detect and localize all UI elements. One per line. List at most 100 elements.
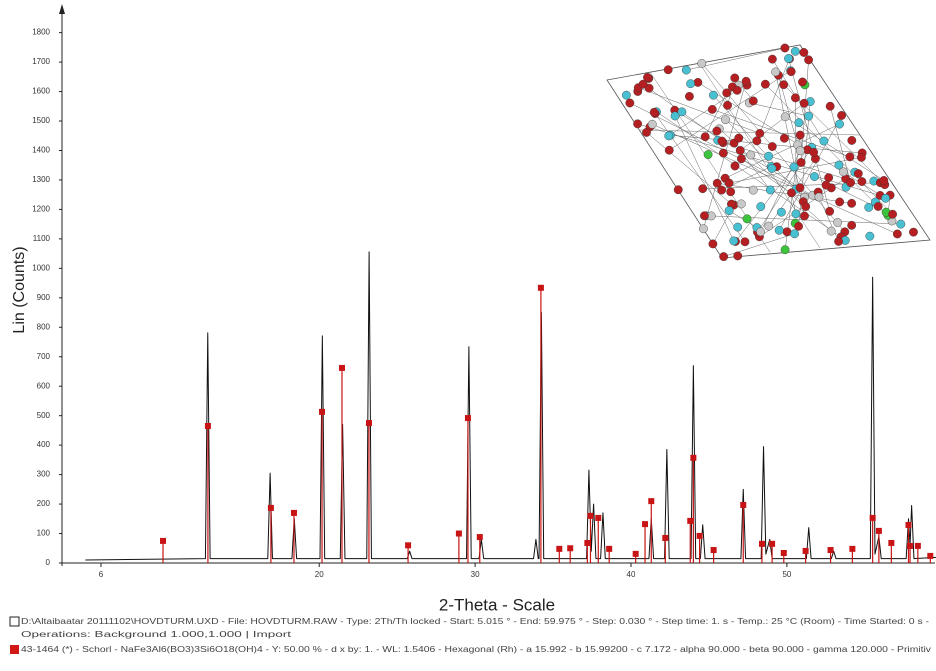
crystal-structure bbox=[607, 44, 930, 261]
atom bbox=[810, 172, 818, 180]
reference-marker bbox=[662, 535, 668, 541]
atom bbox=[726, 188, 734, 196]
pattern-line bbox=[85, 252, 936, 560]
y-tick-label: 900 bbox=[37, 293, 51, 302]
reference-marker bbox=[291, 510, 297, 516]
atom bbox=[742, 77, 750, 85]
y-tick-label: 500 bbox=[37, 411, 51, 420]
atom bbox=[731, 74, 739, 82]
atom bbox=[749, 186, 757, 194]
atom bbox=[764, 152, 772, 160]
x-axis-label: 2-Theta - Scale bbox=[439, 595, 555, 614]
reference-marker bbox=[642, 521, 648, 527]
reference-marker bbox=[366, 420, 372, 426]
y-tick-label: 600 bbox=[37, 381, 51, 390]
atom bbox=[713, 127, 721, 135]
legend-icon-pattern bbox=[10, 617, 19, 626]
atom bbox=[642, 128, 650, 136]
atom bbox=[822, 181, 830, 189]
atom bbox=[804, 56, 812, 64]
atom bbox=[686, 80, 694, 88]
atom bbox=[784, 54, 792, 62]
atom bbox=[791, 94, 799, 102]
atom bbox=[723, 101, 731, 109]
reference-marker bbox=[781, 550, 787, 556]
atom bbox=[835, 198, 843, 206]
atom bbox=[699, 225, 707, 233]
reference-marker bbox=[477, 534, 483, 540]
y-tick-label: 700 bbox=[37, 352, 51, 361]
atom bbox=[718, 137, 726, 145]
y-tick-label: 1000 bbox=[32, 263, 50, 272]
atom bbox=[735, 134, 743, 142]
footer-line: Operations: Background 1.000,1.000 | Imp… bbox=[21, 630, 292, 639]
x-tick-label: 20 bbox=[315, 570, 324, 579]
atom bbox=[835, 120, 843, 128]
y-axis-label: Lin (Counts) bbox=[11, 246, 28, 333]
atom bbox=[682, 66, 690, 74]
atom bbox=[731, 162, 739, 170]
reference-marker bbox=[465, 415, 471, 421]
reference-marker bbox=[587, 513, 593, 519]
atom bbox=[699, 184, 707, 192]
reference-marker bbox=[268, 505, 274, 511]
atom bbox=[804, 112, 812, 120]
reference-marker bbox=[915, 543, 921, 549]
atom bbox=[874, 202, 882, 210]
atom bbox=[633, 120, 641, 128]
reference-marker bbox=[690, 455, 696, 461]
cell-edge bbox=[700, 64, 820, 248]
reference-marker bbox=[697, 533, 703, 539]
x-tick-label: 40 bbox=[627, 570, 636, 579]
reference-marker bbox=[567, 545, 573, 551]
y-tick-label: 1500 bbox=[32, 116, 50, 125]
reference-marker bbox=[556, 546, 562, 552]
reference-marker bbox=[927, 553, 933, 559]
atom bbox=[790, 163, 798, 171]
atom bbox=[802, 202, 810, 210]
atom bbox=[783, 228, 791, 236]
y-tick-label: 100 bbox=[37, 529, 51, 538]
atom bbox=[765, 222, 773, 230]
atom bbox=[741, 238, 749, 246]
atom bbox=[719, 149, 727, 157]
atom bbox=[713, 179, 721, 187]
y-tick-label: 800 bbox=[37, 322, 51, 331]
atom bbox=[709, 91, 717, 99]
atom bbox=[725, 206, 733, 214]
atom bbox=[848, 136, 856, 144]
atom bbox=[768, 55, 776, 63]
atom bbox=[881, 194, 889, 202]
atom bbox=[753, 137, 761, 145]
atom bbox=[622, 91, 630, 99]
atom bbox=[796, 183, 804, 191]
atom bbox=[893, 230, 901, 238]
y-tick-label: 1800 bbox=[32, 28, 50, 37]
atom bbox=[815, 193, 823, 201]
chart: Lin (Counts) 2-Theta - Scale D:\Altaibaa… bbox=[0, 0, 936, 671]
y-axis-arrow bbox=[59, 4, 65, 14]
atom bbox=[678, 108, 686, 116]
atom bbox=[791, 47, 799, 55]
reference-marker bbox=[633, 551, 639, 557]
atom bbox=[854, 169, 862, 177]
atom bbox=[734, 223, 742, 231]
y-tick-label: 1300 bbox=[32, 175, 50, 184]
atom bbox=[826, 102, 834, 110]
atom bbox=[865, 203, 873, 211]
atom bbox=[798, 78, 806, 86]
atom bbox=[846, 178, 854, 186]
y-tick-label: 200 bbox=[37, 499, 51, 508]
atom bbox=[719, 252, 727, 260]
atom bbox=[737, 155, 745, 163]
atom bbox=[721, 115, 729, 123]
reference-marker bbox=[888, 540, 894, 546]
atom bbox=[825, 207, 833, 215]
atom bbox=[730, 237, 738, 245]
atom bbox=[749, 97, 757, 105]
reference-marker bbox=[769, 541, 775, 547]
atom bbox=[664, 66, 672, 74]
atom bbox=[839, 168, 847, 176]
reference-marker bbox=[405, 542, 411, 548]
atom bbox=[771, 68, 779, 76]
